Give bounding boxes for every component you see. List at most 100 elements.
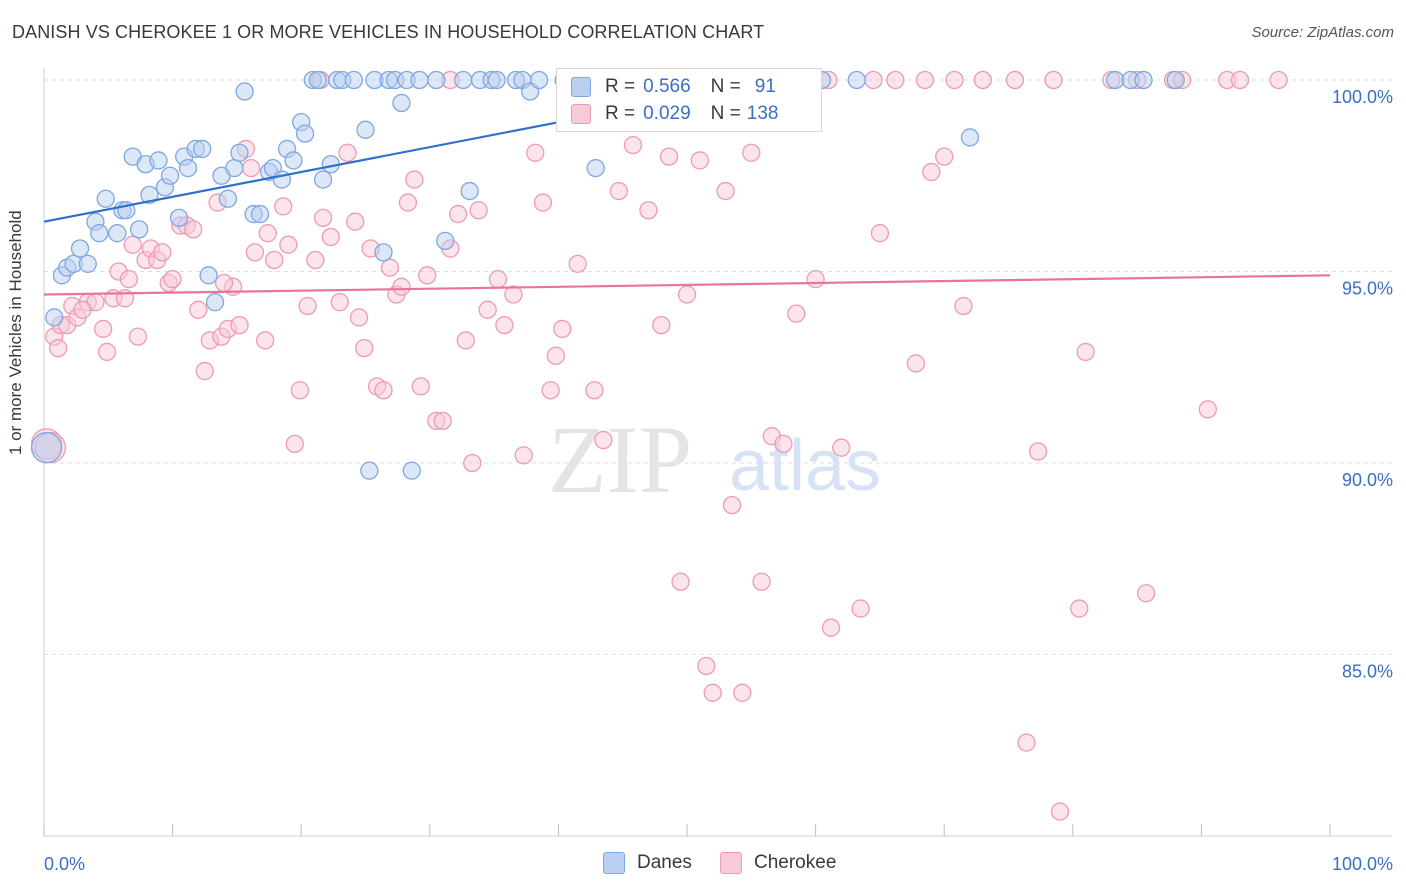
danes-point xyxy=(218,189,238,208)
legend-cherokee-r-value: 0.029 xyxy=(643,103,691,124)
cherokee-point xyxy=(1198,400,1217,419)
cherokee-point xyxy=(285,434,304,454)
cherokee-point xyxy=(469,201,488,220)
cherokee-point xyxy=(184,220,203,239)
cherokee-point xyxy=(119,270,139,289)
cherokee-point xyxy=(594,430,613,450)
legend-cherokee-n-label: N = xyxy=(710,103,741,124)
cherokee-point xyxy=(73,300,92,319)
cherokee-point xyxy=(245,243,265,262)
watermark-zip: ZIP xyxy=(548,406,692,513)
danes-point xyxy=(199,266,218,285)
bottom-legend-label-cherokee: Cherokee xyxy=(754,852,837,873)
danes-point xyxy=(460,181,479,201)
cherokee-point xyxy=(1136,584,1156,603)
cherokee-point xyxy=(195,361,214,381)
danes-point xyxy=(235,82,254,101)
cherokee-point xyxy=(742,143,761,162)
danes-point xyxy=(586,158,605,178)
danes-point xyxy=(96,189,115,208)
danes-point xyxy=(178,158,198,178)
cherokee-point xyxy=(463,453,482,473)
cherokee-point xyxy=(722,495,742,515)
cherokee-point xyxy=(864,70,883,90)
cherokee-point xyxy=(870,224,890,243)
cherokee-point xyxy=(623,135,643,155)
legend-danes-n-label: N = xyxy=(710,76,741,97)
y-tick-label: 90.0% xyxy=(1342,470,1393,490)
danes-point xyxy=(313,170,333,189)
danes-point xyxy=(78,254,97,273)
cherokee-point xyxy=(374,381,393,400)
danes-point xyxy=(130,220,149,239)
cherokee-point xyxy=(671,572,690,591)
cherokee-point xyxy=(526,143,545,162)
danes-point xyxy=(427,70,446,90)
cherokee-point xyxy=(1050,802,1070,821)
cherokee-point xyxy=(652,315,671,335)
danes-point xyxy=(149,151,168,170)
danes-point xyxy=(374,243,393,262)
cherokee-point xyxy=(256,331,275,350)
danes-point xyxy=(45,308,64,327)
danes-point xyxy=(250,204,270,224)
danes-point xyxy=(410,70,429,90)
y-tick-label: 100.0% xyxy=(1332,87,1393,107)
danes-point xyxy=(960,128,980,147)
danes-point xyxy=(70,239,90,258)
bottom-legend-swatch-danes xyxy=(603,852,625,874)
danes-point xyxy=(308,70,328,90)
cherokee-point xyxy=(306,250,325,270)
cherokee-point xyxy=(330,292,349,312)
cherokee-point xyxy=(346,212,365,231)
cherokee-point xyxy=(821,618,841,637)
cherokee-point xyxy=(922,162,941,182)
danes-point xyxy=(140,185,159,205)
bottom-legend: Danes Cherokee xyxy=(0,852,1406,876)
cherokee-point xyxy=(456,331,475,350)
cherokee-point xyxy=(418,266,437,285)
cherokee-point xyxy=(851,599,870,618)
cherokee-point xyxy=(1005,70,1025,90)
cherokee-point xyxy=(321,227,340,247)
cherokee-point xyxy=(787,304,806,323)
cherokee-point xyxy=(541,381,560,400)
cherokee-point xyxy=(258,224,277,243)
danes-point xyxy=(1106,70,1125,90)
trend-line-cherokee xyxy=(43,274,1331,296)
bottom-legend-cherokee[interactable]: Cherokee xyxy=(720,852,836,874)
legend-danes-n-value: 91 xyxy=(754,76,776,97)
cherokee-point xyxy=(774,434,793,454)
legend-swatch-danes xyxy=(571,77,591,97)
cherokee-point xyxy=(659,147,679,166)
cherokee-point xyxy=(733,683,752,702)
cherokee-point xyxy=(411,377,430,396)
cherokee-point xyxy=(189,300,208,319)
danes-point xyxy=(160,166,180,185)
danes-point xyxy=(436,231,455,251)
cherokee-point xyxy=(553,319,572,339)
cherokee-point xyxy=(703,683,722,702)
cherokee-point xyxy=(752,572,771,591)
x-tick-labels: 0.0% 100.0% xyxy=(44,854,1393,874)
cherokee-point xyxy=(945,70,964,90)
cherokee-point xyxy=(274,197,293,216)
cherokee-point xyxy=(504,285,523,304)
cherokee-point xyxy=(806,270,825,289)
legend-danes-r-label: R = xyxy=(605,76,636,97)
cherokee-point xyxy=(585,381,604,400)
legend-cherokee-n-value: 138 xyxy=(746,103,779,124)
legend-cherokee-r-label: R = xyxy=(605,103,636,124)
cherokee-point xyxy=(405,170,424,189)
cherokee-point xyxy=(1017,733,1036,752)
cherokee-point xyxy=(906,354,926,373)
y-axis-label: 1 or more Vehicles in Household xyxy=(6,210,25,455)
cherokee-point xyxy=(298,296,317,316)
x-tick-label: 100.0% xyxy=(1332,854,1393,874)
cherokee-point xyxy=(433,411,452,431)
y-tick-labels: 100.0% 95.0% 90.0% 85.0% xyxy=(1332,87,1393,682)
danes-point xyxy=(193,139,212,159)
legend-row-danes: R = 0.566 N = 91 xyxy=(571,74,776,100)
bottom-legend-danes[interactable]: Danes xyxy=(603,852,692,874)
